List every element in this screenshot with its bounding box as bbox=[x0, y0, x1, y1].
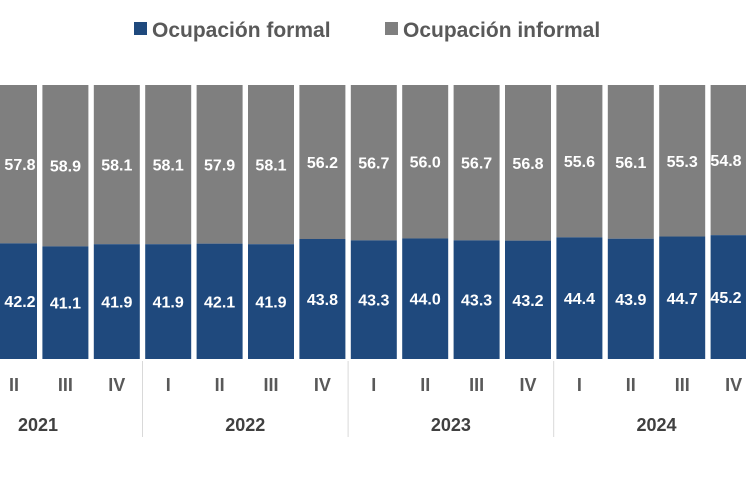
value-label-formal: 41.9 bbox=[153, 295, 184, 312]
bar-informal bbox=[0, 85, 37, 244]
year-label: 2021 bbox=[18, 415, 58, 435]
x-tick-label: III bbox=[675, 375, 690, 395]
year-label: 2024 bbox=[636, 415, 676, 435]
bar-formal bbox=[299, 238, 346, 359]
value-labels-group: 57.8 42.2 58.9 41.1 58.1 41.9 58.1 41.9 57.9 42.1… bbox=[4, 153, 741, 313]
value-label-informal: 56.7 bbox=[461, 156, 492, 173]
x-tick-label: IV bbox=[725, 375, 742, 395]
value-label-informal: 58.1 bbox=[153, 158, 184, 175]
bar-informal bbox=[145, 85, 192, 245]
value-label-formal: 44.4 bbox=[564, 291, 595, 308]
x-tick-label: IV bbox=[108, 375, 125, 395]
value-label-informal: 56.0 bbox=[410, 155, 441, 172]
year-label: 2023 bbox=[431, 415, 471, 435]
bar-formal bbox=[607, 238, 654, 359]
value-label-formal: 41.9 bbox=[255, 295, 286, 312]
legend-swatch-informal bbox=[385, 22, 398, 35]
value-label-formal: 45.2 bbox=[710, 290, 741, 307]
value-label-formal: 41.1 bbox=[50, 296, 81, 313]
value-label-informal: 56.7 bbox=[358, 156, 389, 173]
bar-informal bbox=[710, 85, 746, 236]
bar-informal bbox=[402, 85, 449, 239]
bar-formal bbox=[248, 244, 294, 359]
value-label-informal: 55.3 bbox=[667, 154, 698, 171]
bar-informal bbox=[196, 85, 243, 244]
x-tick-label: II bbox=[215, 375, 225, 395]
bars-group bbox=[0, 85, 746, 359]
legend: Ocupación formal Ocupación informal bbox=[134, 19, 600, 42]
value-label-formal: 43.9 bbox=[615, 292, 646, 309]
value-label-formal: 42.1 bbox=[204, 294, 235, 311]
value-label-informal: 57.9 bbox=[204, 157, 235, 174]
bar-informal bbox=[659, 85, 706, 237]
year-label: 2022 bbox=[225, 415, 265, 435]
bar-informal bbox=[248, 85, 294, 245]
bar-informal bbox=[93, 85, 140, 245]
value-label-informal: 55.6 bbox=[564, 154, 595, 171]
value-label-informal: 58.9 bbox=[50, 159, 81, 176]
legend-label-informal: Ocupación informal bbox=[403, 19, 600, 42]
value-label-formal: 43.2 bbox=[512, 293, 543, 310]
value-label-formal: 44.7 bbox=[667, 291, 698, 308]
x-tick-label: I bbox=[577, 375, 582, 395]
value-label-informal: 57.8 bbox=[4, 157, 35, 174]
bar-formal bbox=[453, 240, 500, 359]
x-tick-label: II bbox=[626, 375, 636, 395]
value-label-formal: 43.8 bbox=[307, 292, 338, 309]
x-tick-label: II bbox=[420, 375, 430, 395]
bar-formal bbox=[145, 244, 192, 359]
bar-informal bbox=[607, 85, 654, 239]
value-label-formal: 43.3 bbox=[358, 293, 389, 310]
bar-formal bbox=[42, 246, 89, 359]
bar-formal bbox=[402, 238, 449, 359]
value-label-informal: 58.1 bbox=[255, 158, 286, 175]
bar-informal bbox=[505, 85, 551, 241]
bar-formal bbox=[710, 235, 746, 359]
bar-formal bbox=[93, 244, 140, 359]
value-label-formal: 42.2 bbox=[4, 294, 35, 311]
x-tick-label: IV bbox=[519, 375, 536, 395]
x-tick-label: I bbox=[371, 375, 376, 395]
bar-formal bbox=[659, 236, 706, 359]
bar-informal bbox=[556, 85, 603, 238]
x-tick-label: III bbox=[263, 375, 278, 395]
legend-label-formal: Ocupación formal bbox=[152, 19, 331, 42]
bar-informal bbox=[350, 85, 397, 241]
value-label-informal: 54.8 bbox=[710, 153, 741, 170]
value-label-informal: 58.1 bbox=[101, 158, 132, 175]
x-tick-label: III bbox=[58, 375, 73, 395]
x-tick-label: IV bbox=[314, 375, 331, 395]
bar-formal bbox=[505, 240, 551, 359]
value-label-informal: 56.1 bbox=[615, 155, 646, 172]
x-tick-label: II bbox=[9, 375, 19, 395]
x-tick-label: I bbox=[166, 375, 171, 395]
bar-informal bbox=[299, 85, 346, 239]
x-tick-label: III bbox=[469, 375, 484, 395]
value-label-formal: 44.0 bbox=[410, 292, 441, 309]
bar-formal bbox=[350, 240, 397, 359]
bar-informal bbox=[42, 85, 89, 247]
bar-formal bbox=[196, 243, 243, 359]
legend-swatch-formal bbox=[134, 22, 147, 35]
value-label-formal: 43.3 bbox=[461, 293, 492, 310]
bar-formal bbox=[0, 243, 37, 359]
value-label-informal: 56.8 bbox=[512, 156, 543, 173]
bar-formal bbox=[556, 237, 603, 359]
value-label-informal: 56.2 bbox=[307, 155, 338, 172]
bar-informal bbox=[453, 85, 500, 241]
value-label-formal: 41.9 bbox=[101, 295, 132, 312]
